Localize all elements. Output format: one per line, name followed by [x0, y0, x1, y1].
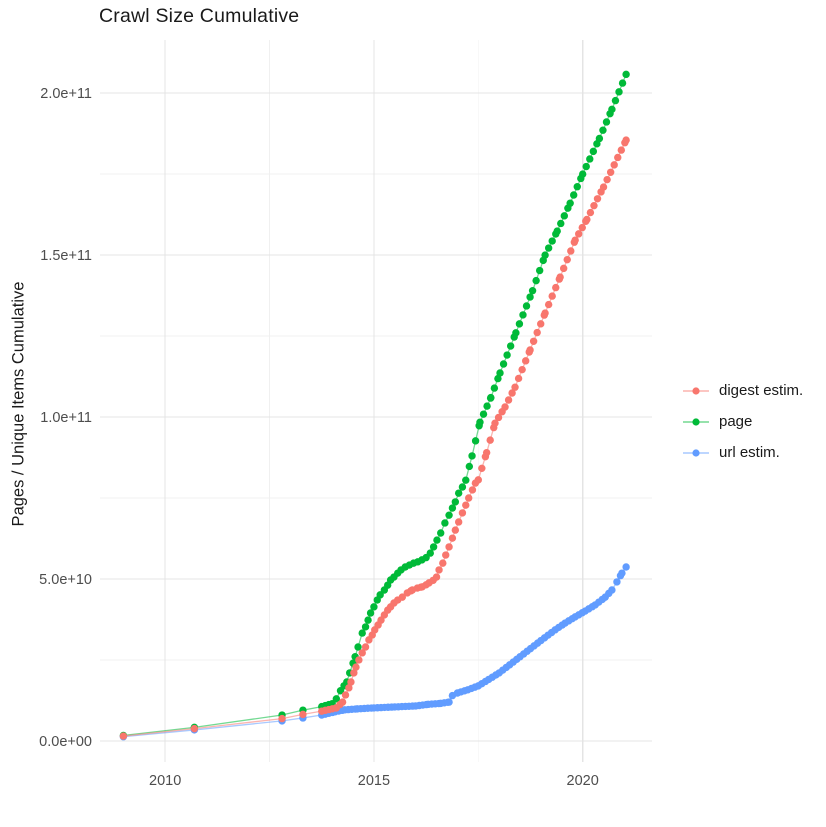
legend: digest estim. page url estim. — [681, 382, 803, 475]
series-url-estim — [119, 563, 630, 741]
y-tick-label: 0.0e+00 — [39, 734, 92, 750]
legend-label: digest estim. — [719, 382, 804, 399]
legend-item-url-estim: url estim. — [681, 444, 803, 461]
x-tick-label: 2020 — [567, 773, 599, 789]
x-tick-label: 2010 — [149, 773, 181, 789]
y-tick-label: 5.0e+10 — [39, 572, 92, 588]
series-digest-estim — [119, 136, 630, 740]
gridlines-major — [100, 40, 652, 762]
series-page — [119, 70, 630, 740]
line-point-key-icon — [683, 386, 709, 395]
line-point-key-icon — [683, 448, 709, 457]
y-tick-label: 2.0e+11 — [40, 86, 92, 102]
gridlines-minor — [100, 40, 652, 762]
x-axis-tick-labels: 2010 2015 2020 — [149, 773, 599, 789]
legend-item-digest-estim: digest estim. — [681, 382, 803, 399]
line-point-key-icon — [683, 417, 709, 426]
legend-item-page: page — [681, 413, 803, 430]
y-tick-label: 1.5e+11 — [40, 248, 92, 264]
legend-label: url estim. — [719, 444, 780, 461]
chart-title: Crawl Size Cumulative — [99, 5, 300, 27]
y-axis-tick-labels: 0.0e+00 5.0e+10 1.0e+11 1.5e+11 2.0e+11 — [39, 86, 92, 750]
legend-label: page — [719, 413, 753, 430]
x-tick-label: 2015 — [358, 773, 390, 789]
y-tick-label: 1.0e+11 — [40, 410, 92, 426]
